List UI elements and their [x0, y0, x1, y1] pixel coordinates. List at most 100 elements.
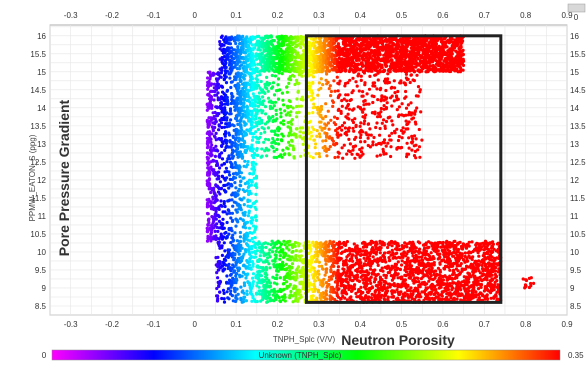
scatter-point: [440, 282, 443, 285]
scatter-point: [283, 39, 286, 42]
scatter-point: [365, 253, 368, 256]
scatter-point: [469, 251, 472, 254]
scatter-point: [374, 277, 377, 280]
scatter-point: [337, 259, 340, 262]
scatter-point: [410, 259, 413, 262]
scatter-point: [298, 270, 301, 273]
scatter-point: [363, 286, 366, 289]
scatter-point: [471, 292, 474, 295]
scatter-point: [342, 43, 345, 46]
scatter-point: [313, 270, 316, 273]
scatter-point: [403, 251, 406, 254]
scatter-point: [376, 247, 379, 250]
scatter-point: [428, 297, 431, 300]
scatter-point: [472, 268, 475, 271]
scatter-point: [457, 287, 460, 290]
scatter-point: [421, 259, 424, 262]
scatter-point: [348, 70, 351, 73]
scatter-point: [345, 292, 348, 295]
scatter-point: [415, 266, 418, 269]
scatter-point: [365, 263, 368, 266]
scatter-point: [415, 259, 418, 262]
scatter-point: [278, 296, 281, 299]
scatter-point: [295, 52, 298, 55]
scatter-point: [484, 263, 487, 266]
scatter-point: [346, 272, 349, 275]
scatter-point: [386, 286, 389, 289]
scatter-point: [405, 42, 408, 45]
scatter-point: [261, 293, 264, 296]
scatter-point: [483, 255, 486, 258]
scatter-point: [486, 269, 489, 272]
scatter-point: [409, 247, 412, 250]
scatter-point: [373, 294, 376, 297]
scatter-point: [234, 274, 237, 277]
scatter-point: [391, 244, 394, 247]
scatter-point: [226, 49, 229, 52]
scatter-point: [458, 273, 461, 276]
scatter-point: [288, 265, 291, 268]
scatter-point: [474, 295, 477, 298]
scatter-point: [396, 242, 399, 245]
scatter-point: [333, 261, 336, 264]
scatter-point: [294, 295, 297, 298]
scatter-point: [292, 56, 295, 59]
scatter-point: [397, 283, 400, 286]
scatter-point: [332, 291, 335, 294]
scatter-point: [226, 46, 229, 49]
scatter-point: [446, 265, 449, 268]
scatter-point: [245, 290, 248, 293]
scatter-point: [455, 257, 458, 260]
scatter-point: [325, 247, 328, 250]
scatter-point: [259, 49, 262, 52]
scatter-point: [298, 250, 301, 253]
scatter-point: [230, 281, 233, 284]
scatter-point: [407, 295, 410, 298]
scatter-point: [439, 263, 442, 266]
scatter-point: [224, 264, 227, 267]
scatter-point: [398, 50, 401, 53]
scatter-point: [396, 43, 399, 46]
scatter-point: [250, 293, 253, 296]
scatter-point: [376, 62, 379, 65]
scatter-point: [366, 291, 369, 294]
scatter-point: [296, 64, 299, 67]
scatter-point: [292, 259, 295, 262]
scatter-point: [344, 244, 347, 247]
scatter-point: [300, 39, 303, 42]
scatter-point: [329, 241, 332, 244]
scatter-point: [247, 248, 250, 251]
scatter-point: [393, 290, 396, 293]
scatter-point: [358, 280, 361, 283]
scatter-point: [376, 43, 379, 46]
scatter-point: [232, 66, 235, 69]
scatter-point: [349, 272, 352, 275]
scatter-point: [286, 272, 289, 275]
scatter-point: [470, 240, 473, 243]
scatter-point: [417, 285, 420, 288]
scatter-point: [434, 242, 437, 245]
scatter-point: [432, 270, 435, 273]
scatter-point: [417, 53, 420, 56]
scatter-point: [335, 286, 338, 289]
scatter-point: [395, 257, 398, 260]
scatter-point: [359, 254, 362, 257]
scatter-point: [265, 35, 268, 38]
scatter-point: [309, 249, 312, 252]
scatter-point: [231, 263, 234, 266]
scatter-point: [365, 269, 368, 272]
scatter-point: [361, 298, 364, 301]
scatter-point: [292, 300, 295, 303]
scatter-point: [382, 54, 385, 57]
scatter-point: [439, 286, 442, 289]
scatter-point: [446, 245, 449, 248]
scatter-point: [376, 284, 379, 287]
scatter-point: [368, 287, 371, 290]
scatter-point: [418, 294, 421, 297]
scatter-point: [254, 252, 257, 255]
scatter-point: [381, 254, 384, 257]
scatter-point: [238, 266, 241, 269]
scatter-point: [216, 256, 219, 259]
scatter-point: [411, 247, 414, 250]
scatter-point: [334, 249, 337, 252]
